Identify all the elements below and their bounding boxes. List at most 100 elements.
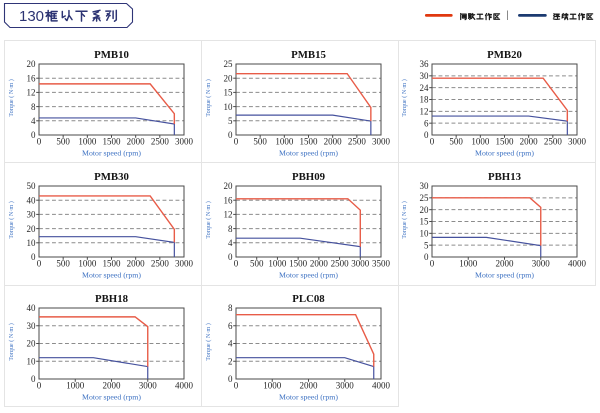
svg-text:1500: 1500 — [299, 136, 318, 146]
svg-text:20: 20 — [26, 223, 36, 233]
svg-text:8: 8 — [228, 303, 233, 313]
svg-text:18: 18 — [420, 94, 430, 104]
svg-text:36: 36 — [420, 59, 430, 69]
svg-text:2500: 2500 — [150, 136, 169, 146]
svg-text:0: 0 — [36, 381, 41, 391]
svg-text:8: 8 — [228, 223, 233, 233]
svg-text:500: 500 — [56, 136, 70, 146]
svg-text:20: 20 — [223, 73, 233, 83]
svg-text:20: 20 — [420, 204, 430, 214]
svg-text:Motor speed (rpm): Motor speed (rpm) — [279, 148, 338, 157]
svg-text:PMB15: PMB15 — [291, 49, 326, 61]
svg-text:1000: 1000 — [459, 258, 478, 268]
svg-text:6: 6 — [228, 321, 233, 331]
svg-text:2000: 2000 — [309, 258, 328, 268]
svg-text:4: 4 — [31, 116, 36, 126]
svg-text:2000: 2000 — [126, 258, 145, 268]
svg-text:Torque ( N·m ): Torque ( N·m ) — [401, 79, 408, 117]
svg-text:Torque ( N·m ): Torque ( N·m ) — [205, 79, 212, 117]
svg-text:20: 20 — [223, 181, 233, 191]
svg-text:3000: 3000 — [138, 381, 157, 391]
svg-text:30: 30 — [26, 209, 36, 219]
svg-text:Torque ( N·m ): Torque ( N·m ) — [205, 201, 212, 239]
svg-text:500: 500 — [449, 136, 463, 146]
svg-text:PBH09: PBH09 — [292, 171, 326, 183]
svg-text:500: 500 — [253, 136, 267, 146]
svg-text:0: 0 — [31, 130, 36, 140]
svg-text:130: 130 — [19, 8, 44, 25]
svg-text:1000: 1000 — [471, 136, 490, 146]
svg-text:1000: 1000 — [275, 136, 294, 146]
svg-text:4: 4 — [228, 238, 233, 248]
svg-text:0: 0 — [233, 381, 238, 391]
svg-text:0: 0 — [228, 374, 233, 384]
svg-text:0: 0 — [424, 252, 429, 262]
svg-text:Motor speed (rpm): Motor speed (rpm) — [279, 270, 338, 279]
svg-text:3000: 3000 — [335, 381, 354, 391]
svg-text:2000: 2000 — [520, 136, 539, 146]
svg-text:2500: 2500 — [330, 258, 349, 268]
svg-text:25: 25 — [420, 193, 430, 203]
svg-text:1500: 1500 — [102, 136, 121, 146]
svg-text:5: 5 — [228, 116, 233, 126]
svg-text:4000: 4000 — [175, 381, 194, 391]
svg-text:30: 30 — [26, 321, 36, 331]
svg-text:6: 6 — [424, 118, 429, 128]
svg-text:12: 12 — [26, 87, 35, 97]
svg-text:2000: 2000 — [299, 381, 318, 391]
svg-text:10: 10 — [223, 101, 233, 111]
svg-text:50: 50 — [26, 181, 36, 191]
svg-text:4000: 4000 — [568, 258, 587, 268]
svg-text:0: 0 — [233, 258, 238, 268]
svg-text:2000: 2000 — [102, 381, 121, 391]
svg-text:0: 0 — [228, 252, 233, 262]
svg-text:Motor speed (rpm): Motor speed (rpm) — [82, 148, 141, 157]
svg-text:1000: 1000 — [263, 381, 282, 391]
svg-text:3000: 3000 — [351, 258, 370, 268]
svg-text:Motor speed (rpm): Motor speed (rpm) — [82, 270, 141, 279]
svg-text:0: 0 — [233, 136, 238, 146]
svg-text:Torque ( N·m ): Torque ( N·m ) — [8, 323, 15, 361]
svg-text:2000: 2000 — [126, 136, 145, 146]
svg-text:10: 10 — [26, 356, 36, 366]
svg-text:20: 20 — [26, 339, 36, 349]
svg-text:500: 500 — [249, 258, 263, 268]
svg-text:5: 5 — [424, 240, 429, 250]
svg-text:3000: 3000 — [372, 136, 391, 146]
svg-text:40: 40 — [26, 303, 36, 313]
svg-text:1500: 1500 — [102, 258, 121, 268]
svg-text:8: 8 — [31, 101, 36, 111]
svg-text:PLC08: PLC08 — [292, 293, 325, 305]
svg-text:Motor speed (rpm): Motor speed (rpm) — [475, 148, 534, 157]
svg-text:12: 12 — [223, 209, 232, 219]
svg-text:0: 0 — [430, 136, 435, 146]
svg-text:2500: 2500 — [347, 136, 366, 146]
svg-text:0: 0 — [430, 258, 435, 268]
svg-text:Motor speed (rpm): Motor speed (rpm) — [82, 393, 141, 402]
svg-text:12: 12 — [420, 106, 429, 116]
svg-text:Torque ( N·m ): Torque ( N·m ) — [8, 201, 15, 239]
svg-text:0: 0 — [31, 374, 36, 384]
svg-text:PMB10: PMB10 — [94, 49, 129, 61]
svg-text:Torque ( N·m ): Torque ( N·m ) — [205, 323, 212, 361]
svg-text:0: 0 — [228, 130, 233, 140]
svg-text:30: 30 — [420, 181, 430, 191]
svg-text:4: 4 — [228, 339, 233, 349]
svg-text:10: 10 — [420, 228, 430, 238]
svg-text:PBH13: PBH13 — [488, 171, 522, 183]
svg-text:1000: 1000 — [78, 258, 97, 268]
svg-text:25: 25 — [223, 59, 233, 69]
svg-text:1000: 1000 — [268, 258, 287, 268]
svg-text:1000: 1000 — [78, 136, 97, 146]
svg-text:20: 20 — [26, 59, 36, 69]
svg-text:30: 30 — [420, 71, 430, 81]
svg-text:10: 10 — [26, 238, 36, 248]
svg-text:1000: 1000 — [66, 381, 85, 391]
svg-text:2500: 2500 — [544, 136, 563, 146]
svg-text:4000: 4000 — [372, 381, 391, 391]
svg-text:0: 0 — [424, 130, 429, 140]
svg-text:3000: 3000 — [532, 258, 551, 268]
svg-text:40: 40 — [26, 195, 36, 205]
svg-text:0: 0 — [36, 258, 41, 268]
svg-text:16: 16 — [223, 195, 233, 205]
